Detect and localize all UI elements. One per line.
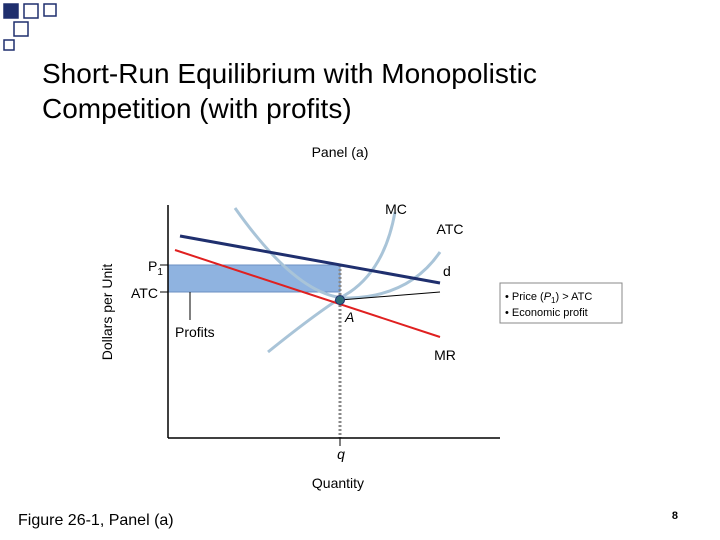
- price-label: P1: [148, 258, 163, 278]
- x-axis-label: Quantity: [312, 475, 364, 491]
- note-text: Price (: [512, 291, 544, 303]
- decoration: [3, 3, 57, 51]
- profits-label: Profits: [175, 324, 215, 340]
- atc-level-label: ATC: [131, 285, 158, 301]
- caption: Figure 26-1, Panel (a): [18, 512, 174, 529]
- title: Short-Run Equilibrium with Monopolistic: [42, 58, 537, 89]
- demand-curve: [179, 234, 441, 285]
- y-axis-label: Dollars per Unit: [99, 264, 115, 361]
- mc-label: MC: [385, 201, 407, 217]
- mr-curve: [174, 249, 441, 338]
- bullet: •: [505, 307, 509, 319]
- note-sub: 1: [551, 296, 556, 305]
- note: • Economic profit: [505, 307, 588, 319]
- notes-box: [499, 282, 623, 324]
- title: Competition (with profits): [42, 93, 352, 124]
- note-text: Economic profit: [512, 307, 588, 319]
- price-sub: 1: [157, 267, 163, 278]
- note-text: P: [544, 291, 552, 303]
- point-a: [335, 295, 345, 305]
- page-number: 8: [672, 510, 678, 522]
- mc-curve: [267, 211, 397, 354]
- note-text: ) > ATC: [556, 291, 593, 303]
- note: • Price (P1) > ATC: [505, 291, 592, 305]
- price-main: P: [148, 258, 157, 274]
- bullet: •: [505, 291, 509, 303]
- atc-connector: [339, 291, 441, 301]
- atc-label: ATC: [437, 221, 464, 237]
- panel-label: Panel (a): [312, 144, 369, 160]
- point-label: A: [344, 309, 354, 325]
- mr-label: MR: [434, 347, 456, 363]
- d-label: d: [443, 263, 451, 279]
- quantity-label: q: [337, 446, 345, 462]
